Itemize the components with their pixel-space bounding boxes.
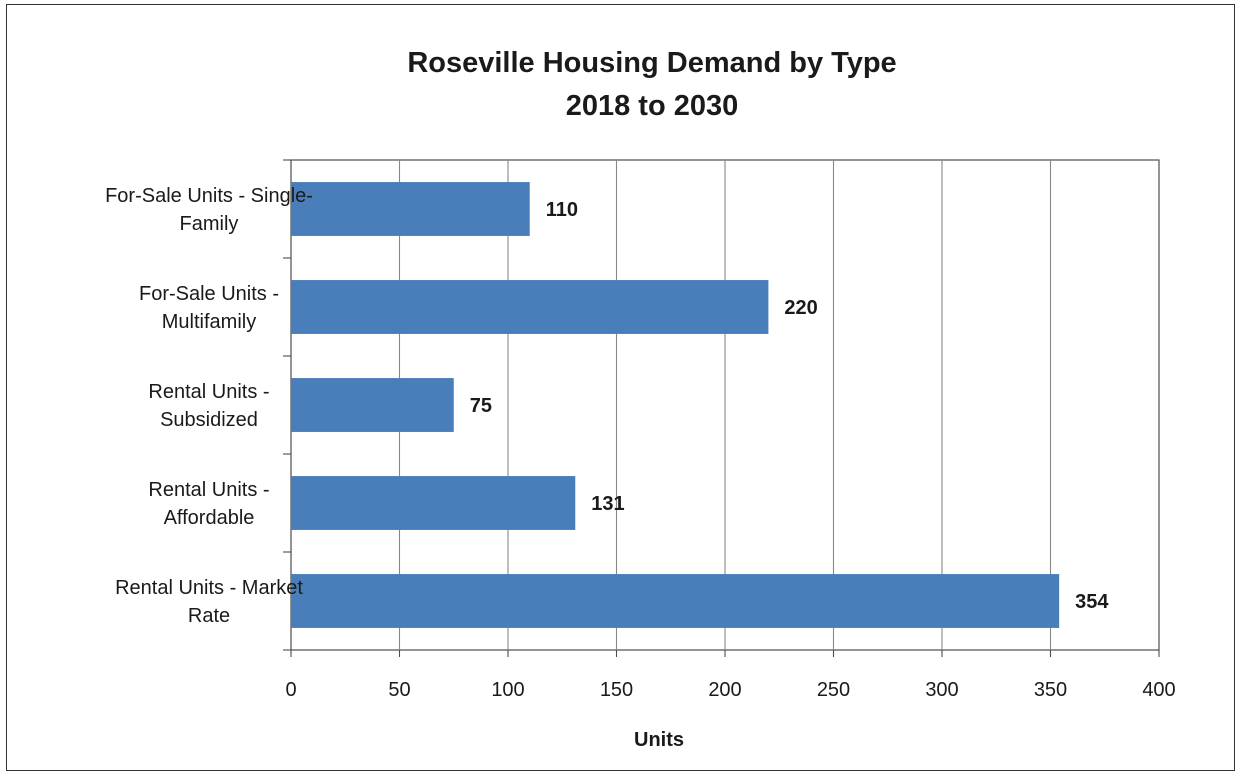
category-label: Rate	[188, 605, 230, 627]
bar	[291, 378, 454, 432]
category-label: For-Sale Units - Single-	[105, 185, 313, 207]
x-tick-label: 300	[925, 679, 958, 701]
category-label: Family	[180, 213, 239, 235]
data-label: 220	[784, 297, 817, 319]
data-label: 110	[546, 199, 578, 221]
bars	[291, 182, 1060, 628]
x-tick-label: 350	[1034, 679, 1067, 701]
x-tick-label: 250	[817, 679, 850, 701]
data-label: 75	[470, 395, 492, 417]
category-label: Rental Units - Market	[115, 577, 303, 599]
chart-title: Roseville Housing Demand by Type 2018 to…	[407, 47, 896, 122]
category-labels: For-Sale Units - Single- Family For-Sale U…	[105, 185, 313, 627]
x-tick-label: 50	[388, 679, 410, 701]
x-tick-label: 200	[708, 679, 741, 701]
bar	[291, 280, 769, 334]
bar	[291, 182, 530, 236]
x-tick-label: 150	[600, 679, 633, 701]
category-label: Rental Units -	[148, 479, 269, 501]
category-label: Affordable	[164, 507, 255, 529]
chart-title-line-1: Roseville Housing Demand by Type	[407, 47, 896, 79]
data-label: 131	[591, 493, 624, 515]
x-tick-label: 100	[491, 679, 524, 701]
x-axis-ticks: 0 50 100 150 200 250 300 350 400	[285, 650, 1176, 701]
category-label: Subsidized	[160, 409, 258, 431]
x-tick-label: 0	[285, 679, 296, 701]
chart-title-line-2: 2018 to 2030	[566, 90, 739, 122]
bar	[291, 574, 1060, 628]
x-tick-label: 400	[1142, 679, 1175, 701]
data-label: 354	[1075, 591, 1109, 613]
chart-frame	[6, 4, 1235, 771]
data-labels: 110 220 75 131 354	[470, 199, 1110, 613]
y-axis-ticks	[283, 159, 291, 651]
x-axis-title: Units	[634, 729, 684, 751]
category-label: For-Sale Units -	[139, 283, 279, 305]
bar	[291, 476, 576, 530]
category-label: Multifamily	[162, 311, 256, 333]
category-label: Rental Units -	[148, 381, 269, 403]
